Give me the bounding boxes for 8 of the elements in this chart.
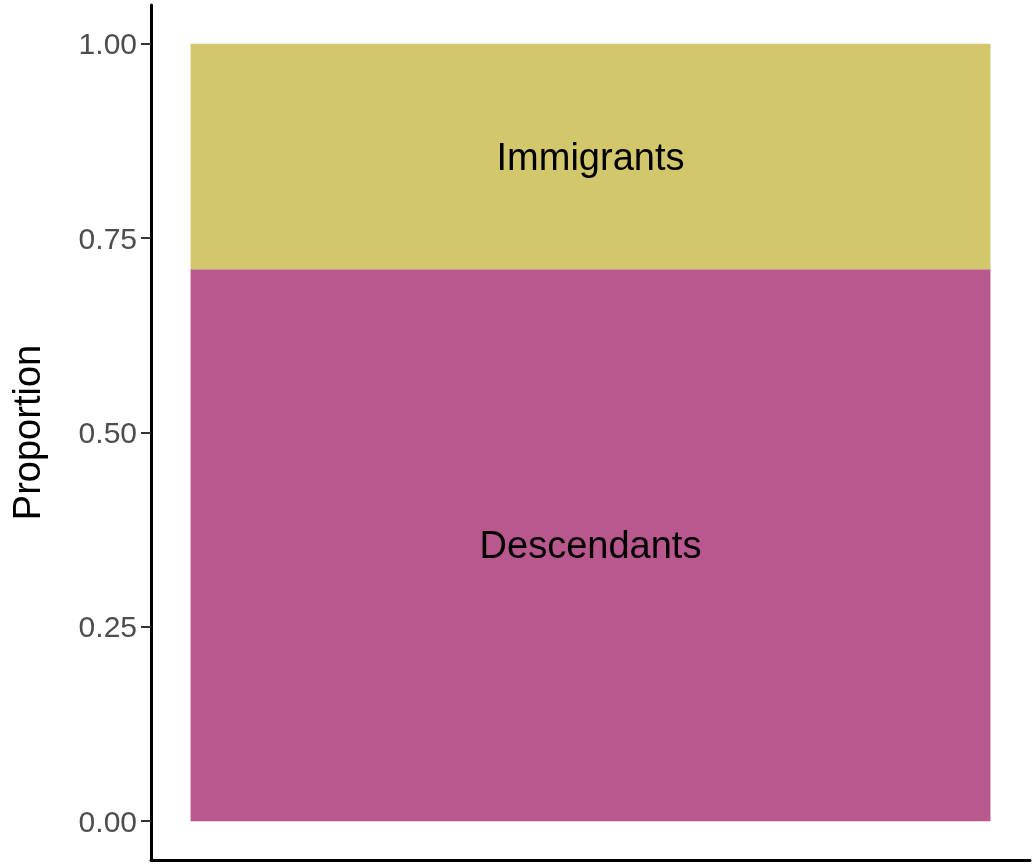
y-tick-label: 0.75: [78, 221, 137, 255]
y-axis-title: Proportion: [6, 344, 48, 521]
y-tick-label: 1.00: [78, 27, 137, 61]
y-tick-label: 0.00: [78, 804, 137, 838]
series-label: Descendants: [479, 524, 702, 567]
series-label: Immigrants: [496, 135, 685, 178]
y-tick-label: 0.50: [78, 416, 137, 449]
y-tick-label: 0.25: [78, 610, 137, 644]
